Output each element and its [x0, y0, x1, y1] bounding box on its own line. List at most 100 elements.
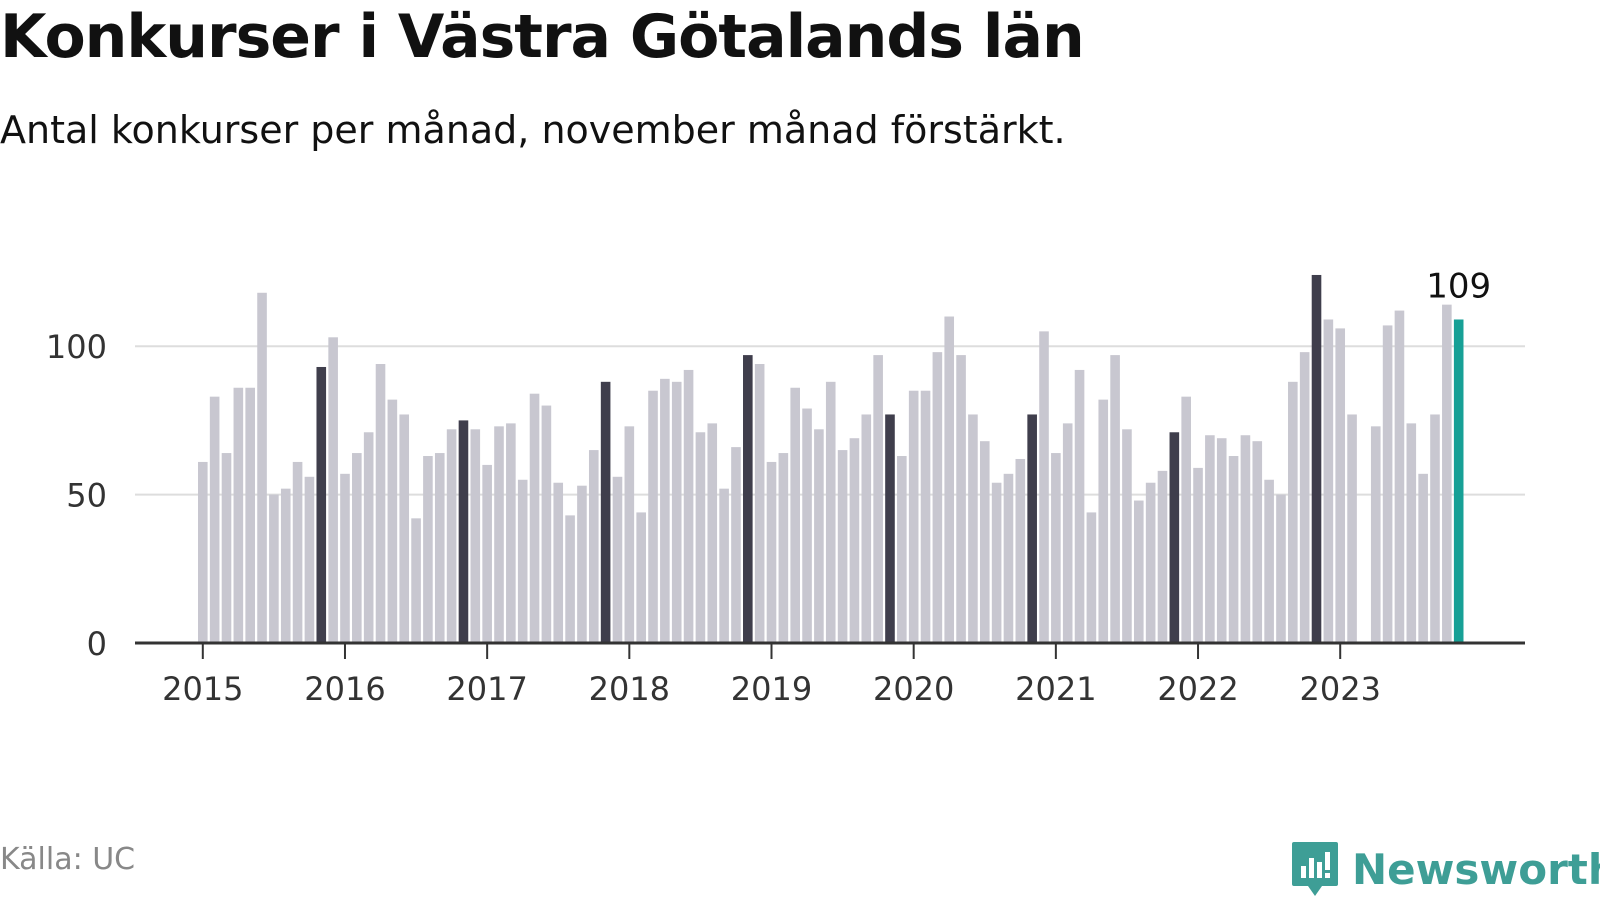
bar [1430, 414, 1440, 643]
bar [1181, 396, 1191, 643]
bar [209, 396, 220, 643]
bar [1288, 381, 1298, 643]
bar [766, 461, 777, 643]
bar [802, 408, 812, 643]
bar [1252, 441, 1263, 643]
bar [825, 381, 836, 643]
brand-name: Newsworthy [1352, 844, 1600, 894]
bar [849, 438, 860, 643]
bar [588, 450, 599, 643]
bar [1335, 328, 1346, 643]
bar [245, 387, 255, 643]
bar [375, 364, 386, 643]
bar [494, 426, 504, 643]
bar [328, 337, 338, 643]
bar [861, 414, 872, 643]
bar [695, 432, 706, 643]
bar [968, 414, 978, 643]
bar [920, 390, 931, 643]
bar [411, 518, 421, 643]
chart-title: Konkurser i Västra Götalands län [0, 2, 1085, 72]
bar [837, 450, 848, 643]
bar [1133, 500, 1144, 643]
bar [790, 387, 800, 643]
bar [1145, 482, 1156, 643]
bar [304, 476, 315, 643]
latest-value-label: 109 [1426, 266, 1491, 306]
bar [719, 488, 729, 643]
bar [612, 476, 623, 643]
bar [1453, 319, 1464, 643]
bar [600, 381, 611, 643]
bar [979, 441, 990, 643]
bar [1074, 369, 1085, 643]
bar [671, 381, 682, 643]
bar [932, 352, 943, 643]
bar [908, 390, 919, 643]
bar [743, 355, 753, 643]
x-tick-label: 2023 [1299, 670, 1380, 708]
bar [707, 423, 718, 643]
bar [778, 453, 789, 643]
bar [1240, 435, 1251, 643]
bar [731, 447, 741, 643]
bar [1406, 423, 1417, 643]
bar [221, 453, 232, 643]
bar [423, 456, 433, 643]
bar [458, 420, 469, 643]
bar [1228, 456, 1239, 643]
bar [1323, 319, 1334, 643]
x-tick-label: 2021 [1015, 670, 1096, 708]
bar [1442, 304, 1452, 643]
bar [814, 429, 824, 643]
y-tick-label: 50 [66, 477, 107, 515]
bar [1205, 435, 1215, 643]
bar [1027, 414, 1037, 643]
source-note: Källa: UC [0, 842, 136, 877]
bar [565, 515, 575, 643]
bar [340, 473, 350, 643]
bar [482, 464, 492, 643]
bar [624, 426, 635, 643]
bar [1382, 325, 1393, 643]
bar [446, 429, 457, 643]
newsworthy-icon [1292, 842, 1338, 896]
bar [1062, 423, 1073, 643]
bar [1157, 470, 1168, 643]
x-tick-label: 2019 [731, 670, 812, 708]
bar [1216, 438, 1227, 643]
bar [257, 292, 267, 643]
y-tick-label: 0 [87, 625, 107, 663]
bar [1418, 473, 1428, 643]
bar [517, 479, 528, 643]
newsworthy-logo: Newsworthy [1290, 840, 1600, 898]
bar [1086, 512, 1097, 643]
bar [1276, 494, 1286, 643]
x-tick-label: 2017 [446, 670, 527, 708]
x-tick-label: 2022 [1157, 670, 1238, 708]
bar [198, 461, 208, 643]
bar [1039, 331, 1049, 643]
bar [399, 414, 410, 643]
bar [316, 366, 327, 643]
bar [506, 423, 516, 643]
bar [956, 355, 966, 643]
x-tick-label: 2015 [162, 670, 243, 708]
chart-subtitle: Antal konkurser per månad, november måna… [0, 108, 1066, 152]
bar [434, 453, 445, 643]
x-tick-label: 2016 [304, 670, 385, 708]
bar [1098, 399, 1109, 643]
bar [280, 488, 291, 643]
bar [648, 390, 658, 643]
bar [577, 485, 587, 643]
bar [1394, 310, 1405, 643]
y-tick-label: 100 [46, 328, 107, 366]
bar [1264, 479, 1274, 643]
bar [541, 405, 552, 643]
bar [387, 399, 398, 643]
bar [897, 456, 907, 643]
bar [1370, 426, 1381, 643]
bar [873, 355, 883, 643]
bar [636, 512, 646, 643]
